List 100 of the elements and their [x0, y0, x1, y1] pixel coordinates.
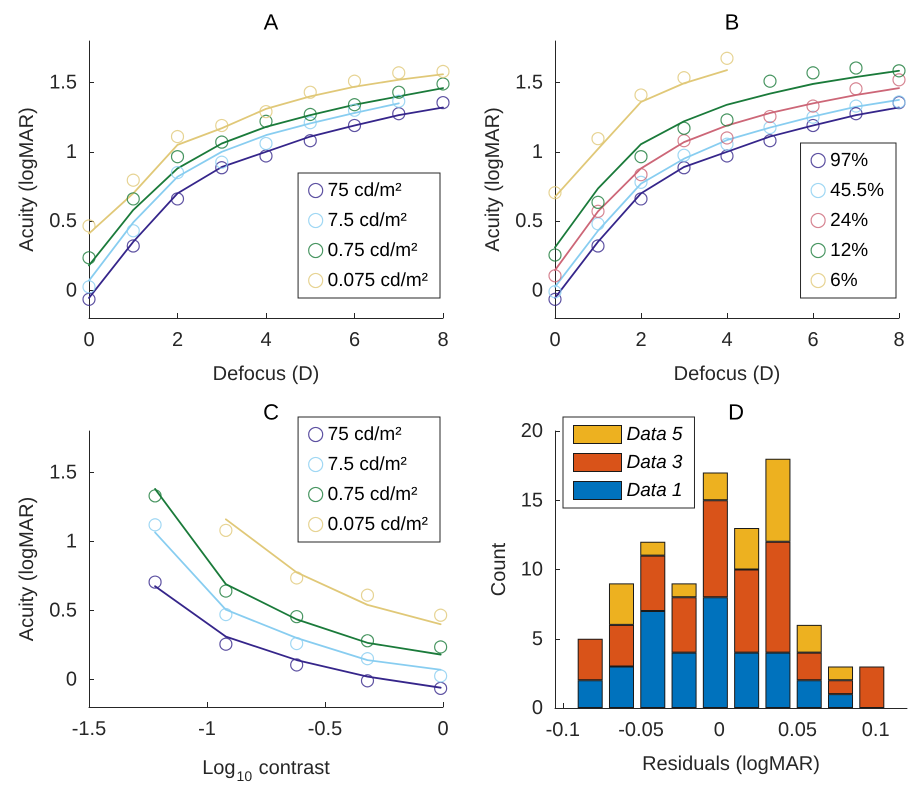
point [806, 110, 820, 124]
legend-label: 0.075 cd/m² [328, 514, 428, 535]
point [720, 131, 734, 145]
point [219, 584, 232, 598]
point [634, 150, 648, 164]
point [763, 120, 777, 134]
point [677, 148, 691, 162]
legend-label: 7.5 cd/m² [328, 210, 407, 231]
point [634, 176, 648, 189]
point [170, 150, 184, 164]
point [219, 524, 232, 537]
point [763, 110, 777, 124]
point [348, 118, 362, 132]
y-tick-label: 0.5 [515, 210, 543, 232]
x-axis-title: Defocus (D) [674, 363, 780, 385]
x-tick-label: -1 [198, 718, 216, 740]
point [591, 239, 605, 253]
point [170, 166, 184, 180]
x-tick-label: 0 [714, 719, 725, 741]
x-tick-label: -0.5 [308, 718, 342, 740]
x-tick-label: 2 [635, 329, 647, 351]
point [806, 100, 820, 113]
point [392, 107, 406, 120]
point [360, 634, 374, 648]
legend-label: 45.5% [830, 180, 884, 201]
point [677, 122, 691, 135]
legend-label: 12% [830, 240, 868, 261]
point [215, 161, 228, 174]
point [720, 52, 734, 65]
y-tick-label: 10 [520, 558, 543, 580]
y-tick-label: 5 [532, 628, 543, 650]
point [82, 251, 96, 264]
chart-title: C [263, 400, 280, 424]
point [720, 138, 734, 151]
point [677, 71, 691, 84]
point [82, 280, 96, 294]
chart-title: D [728, 400, 744, 424]
point [215, 118, 228, 132]
y-tick-label: 1.5 [515, 72, 543, 94]
point [548, 269, 562, 282]
point [434, 608, 448, 622]
point [259, 136, 273, 150]
y-tick-label: 0 [532, 279, 543, 302]
y-tick-label: 20 [520, 420, 543, 442]
y-tick-label: 1 [66, 530, 77, 552]
x-tick-label: -0.05 [618, 719, 664, 741]
point [304, 86, 317, 99]
point [720, 149, 734, 163]
point [348, 104, 362, 117]
point [436, 64, 450, 78]
point [148, 576, 162, 589]
point [591, 196, 605, 209]
legend-label: 0.075 cd/m² [328, 270, 428, 291]
legend-label: 6% [830, 270, 858, 291]
point [126, 174, 140, 187]
y-tick-label: 1 [532, 140, 543, 163]
point [720, 113, 734, 127]
y-axis-title: Acuity (logMAR) [16, 496, 38, 642]
point [892, 73, 906, 86]
point [170, 192, 184, 206]
y-axis-title: Acuity (logMAR) [482, 107, 504, 252]
y-tick-label: 0 [66, 668, 77, 690]
x-tick-label: 4 [260, 329, 272, 351]
legend-label: 0.75 cd/m² [328, 484, 418, 505]
x-tick-label: 6 [348, 329, 360, 351]
point [806, 118, 820, 132]
point [82, 219, 96, 232]
point [126, 224, 140, 238]
point [304, 134, 317, 148]
point [434, 682, 448, 695]
point [360, 652, 374, 666]
point [591, 132, 605, 146]
chart-title: A [264, 10, 279, 34]
point [548, 285, 562, 298]
point [215, 136, 228, 149]
y-tick-label: 0 [66, 279, 77, 302]
point [304, 116, 317, 130]
point [763, 134, 777, 148]
y-tick-label: 0.5 [49, 210, 77, 232]
point [290, 610, 304, 624]
point [591, 217, 605, 230]
x-axis-title: Residuals (logMAR) [642, 753, 820, 775]
point [434, 669, 448, 683]
point [806, 66, 820, 80]
point [392, 66, 406, 80]
point [360, 674, 374, 688]
point [634, 192, 648, 206]
x-tick-label: 6 [807, 329, 819, 351]
point [348, 98, 362, 112]
point [849, 82, 863, 96]
point [677, 134, 691, 148]
x-tick-label: 0 [549, 329, 561, 351]
x-tick-label: 8 [437, 329, 449, 351]
legend-label: Data 5 [626, 424, 683, 445]
point [548, 292, 562, 306]
point [126, 192, 140, 206]
legend-label: Data 1 [626, 480, 682, 501]
point [892, 64, 906, 78]
point [219, 608, 232, 622]
point [434, 640, 448, 654]
